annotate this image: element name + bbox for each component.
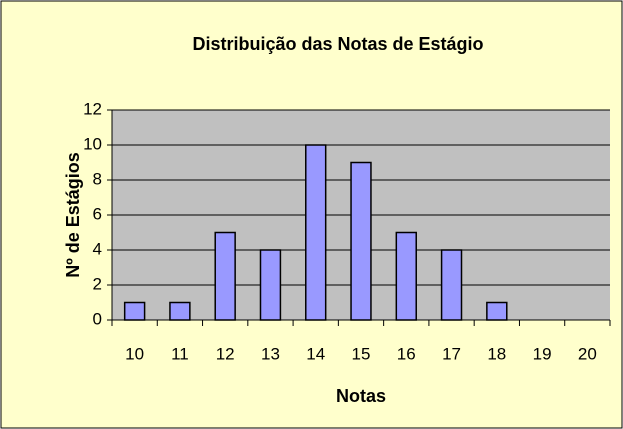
y-tick-label: 12 [83,99,102,118]
x-tick-label: 19 [533,344,552,363]
y-axis-title: Nº de Estágios [63,152,83,278]
x-tick-label: 20 [578,344,597,363]
bar [395,231,417,321]
bar [214,231,236,321]
bar [259,249,282,321]
bar [350,161,372,321]
bar [305,144,327,321]
y-tick-label: 6 [93,204,102,223]
x-tick-label: 14 [306,344,325,363]
y-tick-label: 2 [93,274,102,293]
x-tick-label: 13 [261,344,280,363]
y-tick-label: 0 [93,309,102,328]
x-tick-label: 12 [216,344,235,363]
bar [123,301,146,321]
y-tick-label: 8 [93,169,102,188]
y-tick-label: 10 [83,134,102,153]
y-tick-label: 4 [93,239,102,258]
x-tick-label: 11 [171,344,189,363]
bar [440,249,463,321]
x-tick-label: 18 [487,344,506,363]
x-tick-label: 16 [397,344,416,363]
bar [169,301,191,321]
x-tick-label: 15 [352,344,371,363]
x-tick-label: 10 [125,344,144,363]
x-axis-title: Notas [336,386,386,406]
bar [486,301,508,321]
chart-title: Distribuição das Notas de Estágio [192,34,483,54]
x-tick-label: 17 [442,344,461,363]
